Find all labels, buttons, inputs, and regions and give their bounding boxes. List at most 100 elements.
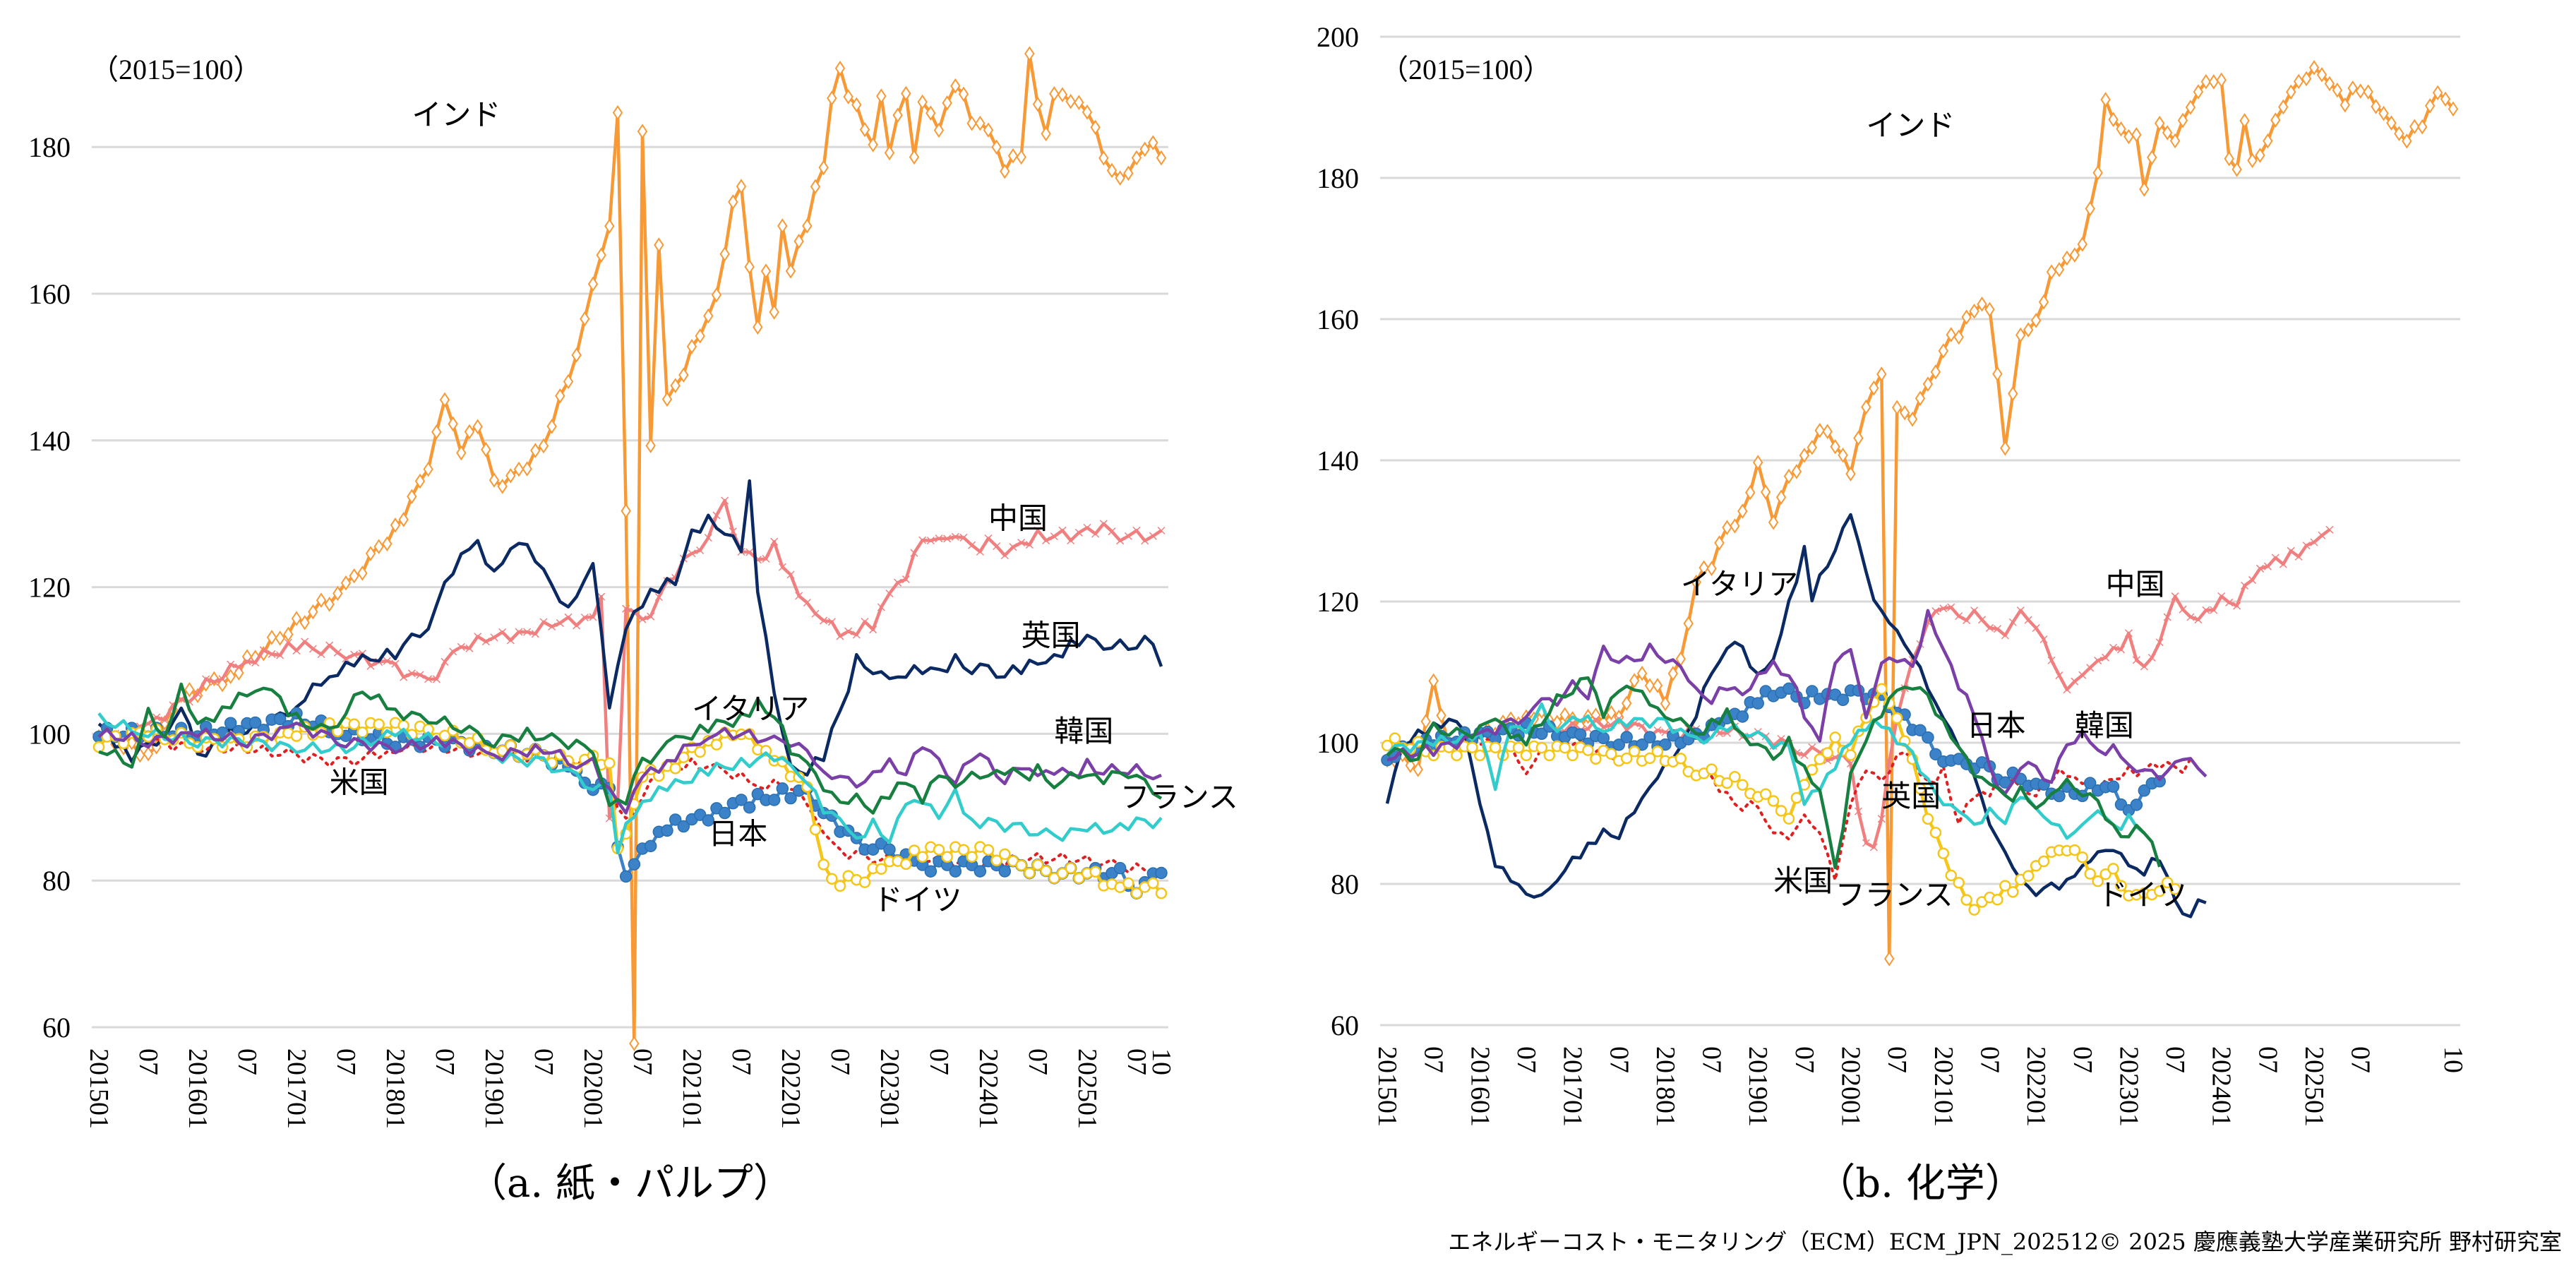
- data-point-open-circle: [2076, 851, 2089, 863]
- data-point-open-circle: [1040, 865, 1052, 877]
- y-tick-label: 180: [1317, 162, 1359, 194]
- data-point-diamond: [621, 503, 631, 519]
- data-point-open-circle: [1968, 904, 1980, 916]
- data-point-x: [2109, 643, 2118, 652]
- data-point-diamond: [983, 122, 994, 138]
- data-point-diamond: [2054, 262, 2065, 277]
- data-point-diamond: [2131, 127, 2142, 143]
- data-point-circle: [1643, 731, 1656, 743]
- data-point-circle: [248, 716, 262, 729]
- data-point-diamond: [2092, 165, 2103, 181]
- data-point-open-circle: [1489, 741, 1502, 754]
- data-point-circle: [619, 870, 633, 883]
- data-point-x: [2294, 552, 2303, 561]
- data-point-diamond: [283, 626, 294, 642]
- data-point-open-circle: [2153, 885, 2166, 897]
- y-tick-label: 180: [28, 131, 71, 163]
- data-point-diamond: [760, 263, 772, 279]
- data-point-circle: [949, 865, 962, 878]
- data-point-open-circle: [1960, 894, 1972, 906]
- data-point-x: [1017, 539, 1026, 547]
- data-point-open-circle: [826, 873, 838, 885]
- y-tick-label: 200: [1317, 21, 1359, 53]
- data-point-diamond: [1049, 86, 1060, 102]
- data-point-circle: [735, 794, 748, 806]
- data-point-diamond: [1853, 430, 1864, 446]
- data-point-diamond: [785, 263, 796, 279]
- data-point-x: [2217, 592, 2226, 601]
- data-point-diamond: [2077, 237, 2087, 252]
- data-point-diamond: [728, 194, 738, 210]
- data-point-open-circle: [357, 726, 369, 738]
- data-point-diamond: [917, 94, 928, 110]
- data-point-x: [2248, 576, 2257, 585]
- data-point-diamond: [1057, 87, 1068, 102]
- data-point-x: [2024, 616, 2032, 624]
- x-tick-label: 201501: [1372, 1046, 1402, 1127]
- data-point-x: [2055, 671, 2063, 680]
- data-point-x: [407, 669, 416, 678]
- data-point-x: [1149, 532, 1157, 540]
- x-tick-label: 201601: [1465, 1046, 1494, 1127]
- data-point-open-circle: [1937, 847, 1950, 859]
- data-point-diamond: [1822, 424, 1833, 440]
- x-tick-label: 201701: [1558, 1046, 1588, 1127]
- x-tick-label: 07: [2346, 1046, 2376, 1073]
- data-point-diamond: [950, 78, 961, 94]
- data-point-x: [2202, 606, 2210, 614]
- data-point-diamond: [1629, 673, 1640, 688]
- data-point-x: [820, 616, 828, 625]
- data-point-x: [1970, 606, 1979, 615]
- data-point-diamond: [2247, 152, 2258, 169]
- data-point-diamond: [1098, 150, 1109, 166]
- data-point-diamond: [818, 160, 829, 176]
- data-point-open-circle: [1945, 869, 1958, 882]
- data-point-diamond: [884, 145, 895, 161]
- data-point-x: [308, 645, 317, 653]
- data-point-x: [1808, 743, 1816, 751]
- data-point-x: [861, 617, 869, 626]
- data-point-diamond: [1405, 758, 1416, 774]
- x-tick-label: 201901: [479, 1048, 509, 1129]
- data-point-diamond: [958, 86, 969, 102]
- data-point-circle: [1914, 724, 1927, 737]
- data-point-diamond: [744, 259, 755, 275]
- y-tick-label: 100: [28, 718, 71, 750]
- data-point-diamond: [2000, 440, 2011, 456]
- data-point-diamond: [2023, 322, 2034, 338]
- data-point-x: [1653, 726, 1662, 734]
- x-tick-label: 202501: [2299, 1046, 2329, 1127]
- data-point-x: [210, 678, 218, 686]
- x-tick-label: 202201: [2021, 1046, 2051, 1127]
- data-point-x: [770, 537, 779, 546]
- data-point-diamond: [1899, 405, 1910, 421]
- data-point-circle: [974, 865, 987, 878]
- data-point-open-circle: [604, 757, 616, 770]
- data-point-x: [869, 626, 877, 634]
- data-point-x: [2186, 613, 2195, 621]
- x-tick-label: 201701: [282, 1048, 311, 1129]
- data-point-x: [1124, 532, 1132, 540]
- series-line-イタリア: [98, 682, 1163, 815]
- panel-title: （a. 紙・パルプ）: [467, 1161, 793, 1207]
- data-point-x: [852, 630, 861, 639]
- x-tick-label: 07: [1023, 1048, 1053, 1075]
- data-point-diamond: [1552, 714, 1562, 730]
- data-point-x: [976, 547, 984, 556]
- data-point-diamond: [892, 107, 903, 124]
- x-tick-label: 202001: [578, 1048, 608, 1129]
- data-point-diamond: [266, 630, 277, 645]
- y-tick-label: 140: [28, 425, 71, 457]
- data-point-diamond: [810, 179, 821, 195]
- data-point-diamond: [2286, 84, 2296, 100]
- data-point-open-circle: [1381, 739, 1394, 752]
- panel-title: （b. 化学）: [1816, 1161, 2024, 1207]
- data-point-diamond: [481, 442, 491, 457]
- data-point-diamond: [2386, 115, 2397, 131]
- data-point-diamond: [2371, 99, 2381, 114]
- series-label: 韓国: [2075, 708, 2134, 743]
- data-point-x: [1132, 526, 1141, 534]
- data-point-x: [2147, 653, 2156, 662]
- data-point-x: [564, 613, 573, 621]
- data-point-open-circle: [817, 859, 829, 871]
